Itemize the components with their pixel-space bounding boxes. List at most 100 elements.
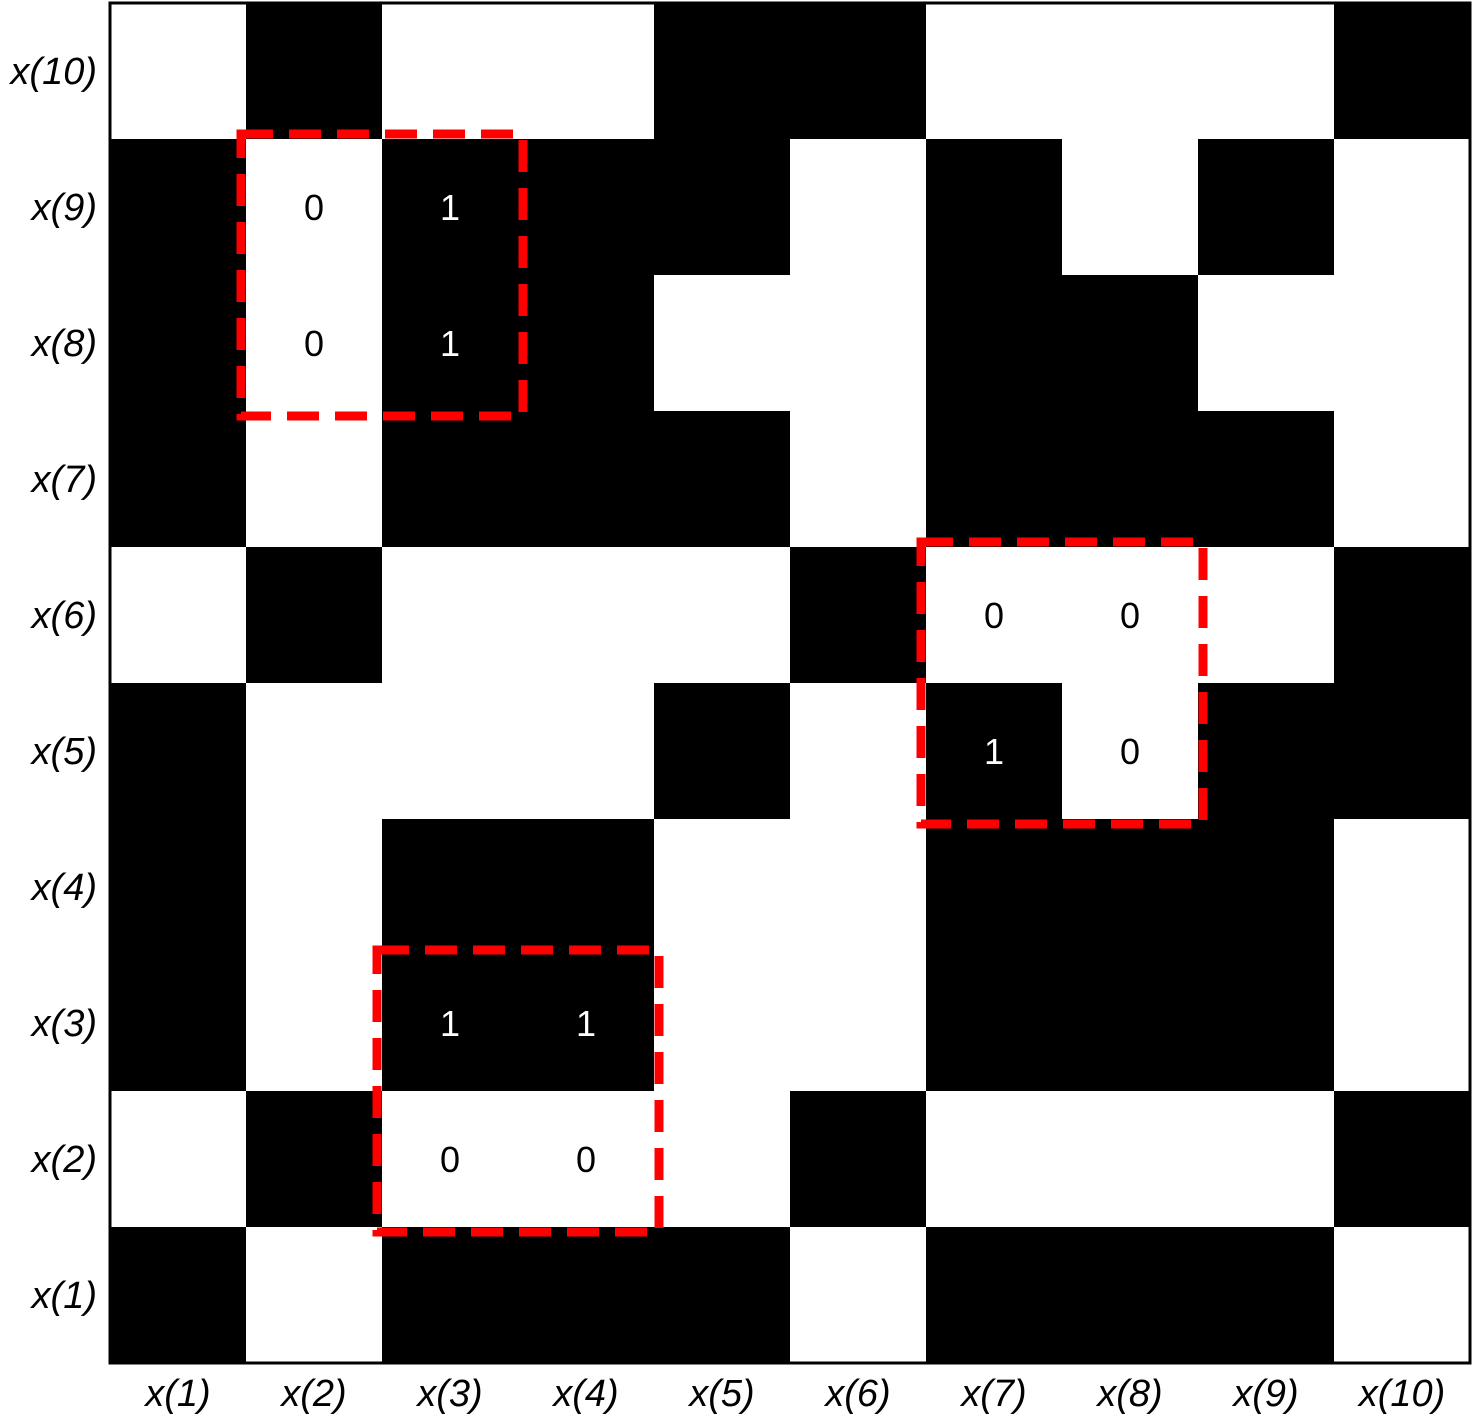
- x-tick-label: x(10): [1357, 1373, 1446, 1415]
- matrix-cell: [246, 819, 383, 956]
- cell-value-label: 0: [1120, 595, 1140, 636]
- matrix-cell: [382, 275, 519, 412]
- matrix-cell: [382, 3, 519, 140]
- y-tick-label: x(9): [30, 187, 97, 229]
- matrix-cell: [382, 547, 519, 684]
- matrix-cell: [1062, 547, 1199, 684]
- matrix-cell: [790, 1091, 927, 1228]
- matrix-cell: [926, 819, 1063, 956]
- matrix-cell: [790, 1227, 927, 1364]
- x-tick-label: x(8): [1095, 1373, 1162, 1415]
- matrix-cell: [110, 1227, 247, 1364]
- x-tick-label: x(1): [143, 1373, 210, 1415]
- matrix-cell: [110, 955, 247, 1092]
- matrix-cell: [1198, 547, 1335, 684]
- matrix-cell: [518, 275, 655, 412]
- matrix-cell: [518, 411, 655, 548]
- matrix-cell: [246, 1091, 383, 1228]
- y-tick-label: x(5): [30, 731, 97, 773]
- cell-value-label: 0: [304, 187, 324, 228]
- matrix-cell: [1334, 955, 1471, 1092]
- matrix-cell: [246, 3, 383, 140]
- matrix-cell: [1062, 1091, 1199, 1228]
- matrix-cell: [654, 547, 791, 684]
- matrix-cell: [654, 819, 791, 956]
- matrix-cell: [1334, 547, 1471, 684]
- matrix-cell: [790, 547, 927, 684]
- y-tick-label: x(2): [30, 1139, 97, 1181]
- matrix-cells: [110, 3, 1471, 1364]
- matrix-cell: [110, 1091, 247, 1228]
- matrix-cell: [1062, 411, 1199, 548]
- cell-value-label: 1: [576, 1003, 596, 1044]
- matrix-cell: [790, 3, 927, 140]
- matrix-cell: [1334, 139, 1471, 276]
- matrix-cell: [382, 411, 519, 548]
- matrix-cell: [1198, 683, 1335, 820]
- x-tick-label: x(4): [551, 1373, 618, 1415]
- matrix-frame: [108, 1, 1472, 1365]
- matrix-cell: [1062, 819, 1199, 956]
- matrix-cell: [1062, 139, 1199, 276]
- y-axis-ticks: x(1) x(2) x(3) x(4) x(5) x(6) x(7) x(8) x(9) x(10…: [8, 51, 97, 1317]
- highlight-block: 1 1 0 0: [372, 945, 664, 1237]
- matrix-cell: [790, 955, 927, 1092]
- matrix-cell: [1334, 819, 1471, 956]
- matrix-cell: [654, 1091, 791, 1228]
- matrix-cell: [518, 955, 655, 1092]
- y-tick-label: x(4): [30, 867, 97, 909]
- matrix-cell: [1198, 1091, 1335, 1228]
- matrix-cell: [110, 275, 247, 412]
- matrix-cell: [790, 139, 927, 276]
- matrix-cell: [926, 275, 1063, 412]
- matrix-cell: [926, 955, 1063, 1092]
- matrix-cell: [926, 411, 1063, 548]
- matrix-cell: [1198, 1227, 1335, 1364]
- matrix-cell: [518, 1091, 655, 1228]
- matrix-cell: [1334, 3, 1471, 140]
- matrix-cell: [382, 683, 519, 820]
- matrix-cell: [382, 1227, 519, 1364]
- matrix-cell: [246, 547, 383, 684]
- matrix-cell: [654, 275, 791, 412]
- matrix-cell: [654, 411, 791, 548]
- matrix-cell: [246, 275, 383, 412]
- matrix-cell: [1198, 275, 1335, 412]
- matrix-cell: [518, 547, 655, 684]
- y-tick-label: x(7): [30, 459, 97, 501]
- x-tick-label: x(6): [823, 1373, 890, 1415]
- cell-value-label: 1: [440, 1003, 460, 1044]
- x-axis-ticks: x(1) x(2) x(3) x(4) x(5) x(6) x(7) x(8) x(9) x(10…: [143, 1373, 1445, 1415]
- matrix-cell: [382, 819, 519, 956]
- matrix-cell: [1062, 683, 1199, 820]
- matrix-cell: [926, 1227, 1063, 1364]
- x-tick-label: x(7): [959, 1373, 1026, 1415]
- matrix-cell: [926, 683, 1063, 820]
- cell-value-label: 1: [440, 187, 460, 228]
- matrix-cell: [518, 1227, 655, 1364]
- matrix-cell: [246, 139, 383, 276]
- matrix-cell: [246, 1227, 383, 1364]
- matrix-cell: [1062, 955, 1199, 1092]
- matrix-cell: [246, 955, 383, 1092]
- dashed-highlight-box: [372, 945, 664, 1237]
- highlight-boxes: 0 1 0 1 0 0 1 0 1 1 0 0: [236, 129, 1208, 1237]
- matrix-cell: [110, 819, 247, 956]
- matrix-cell: [1062, 3, 1199, 140]
- cell-value-label: 0: [576, 1139, 596, 1180]
- matrix-cell: [246, 411, 383, 548]
- matrix-cell: [518, 3, 655, 140]
- matrix-cell: [654, 3, 791, 140]
- matrix-cell: [110, 683, 247, 820]
- matrix-cell: [518, 139, 655, 276]
- matrix-cell: [654, 139, 791, 276]
- matrix-cell: [926, 139, 1063, 276]
- matrix-cell: [926, 547, 1063, 684]
- matrix-cell: [1198, 139, 1335, 276]
- matrix-cell: [246, 683, 383, 820]
- dashed-highlight-box: [236, 129, 528, 421]
- cell-value-label: 1: [984, 731, 1004, 772]
- matrix-cell: [110, 139, 247, 276]
- cell-value-label: 0: [1120, 731, 1140, 772]
